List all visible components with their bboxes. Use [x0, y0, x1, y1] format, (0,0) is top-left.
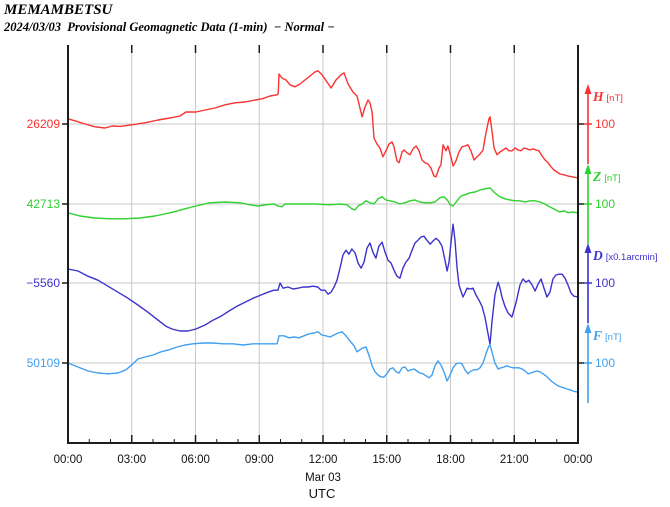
x-tick-label: 03:00	[117, 454, 146, 466]
series-label-F: F [nT]	[592, 328, 621, 343]
scale-value-label-Z: 100	[595, 197, 615, 211]
scale-arrowhead-H	[584, 84, 592, 94]
x-tick-label: 21:00	[500, 454, 529, 466]
station-title: MEMAMBETSU	[4, 2, 113, 18]
trace-F	[67, 331, 579, 393]
trace-H	[67, 70, 579, 179]
trace-Z	[67, 187, 579, 220]
x-tick-label: 09:00	[245, 454, 274, 466]
x-tick-label: 00:00	[564, 454, 593, 466]
scale-arrowhead-Z	[584, 164, 592, 174]
x-tick-label: 00:00	[54, 454, 83, 466]
plot-subtitle: 2024/03/03 Provisional Geomagnetic Data …	[4, 20, 335, 34]
scale-arrowhead-F	[584, 323, 592, 333]
baseline-value-label-H: 26209	[27, 117, 61, 131]
x-date-label: Mar 03	[305, 472, 341, 484]
series-label-H: H [nT]	[592, 89, 623, 104]
baseline-value-label-Z: 42713	[27, 197, 61, 211]
scale-arrowhead-D	[584, 243, 592, 253]
series-label-Z: Z [nT]	[592, 169, 621, 184]
x-tick-label: 18:00	[436, 454, 465, 466]
scale-value-label-D: 100	[595, 276, 615, 290]
baseline-value-label-F: 50109	[27, 356, 61, 370]
x-axis-title: UTC	[309, 486, 336, 501]
series-label-D: D [x0.1arcmin]	[592, 248, 658, 263]
baseline-value-label-D: −5560	[26, 276, 60, 290]
scale-value-label-H: 100	[595, 117, 615, 131]
x-tick-label: 06:00	[181, 454, 210, 466]
trace-D	[67, 223, 579, 345]
x-tick-label: 15:00	[372, 454, 401, 466]
scale-value-label-F: 100	[595, 356, 615, 370]
x-tick-label: 12:00	[309, 454, 338, 466]
